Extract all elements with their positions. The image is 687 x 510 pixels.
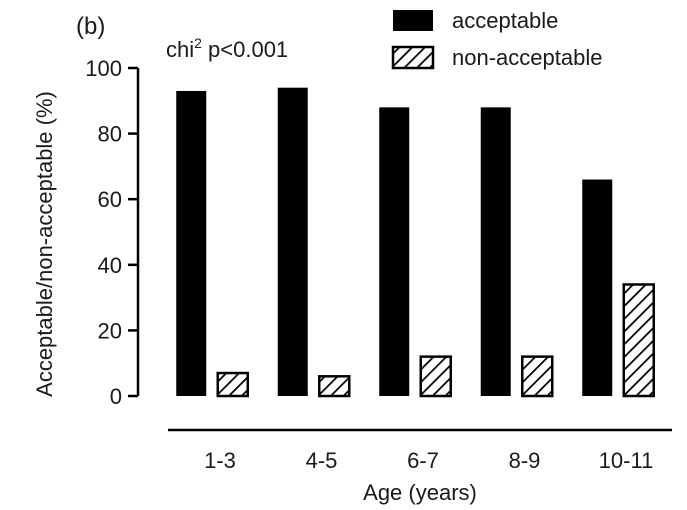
annotation-superscript: 2 — [194, 35, 202, 51]
bar-non-acceptable-10-11 — [622, 283, 655, 398]
x-tick-label: 4-5 — [306, 448, 338, 473]
y-tick-label: 80 — [98, 122, 122, 147]
chi-square-annotation: chi2 p<0.001 — [166, 35, 288, 62]
y-tick-label: 0 — [110, 384, 122, 409]
legend-swatch-non-acceptable — [391, 45, 435, 70]
bar-non-acceptable-8-9 — [521, 355, 554, 398]
y-tick-label: 60 — [98, 187, 122, 212]
legend-label-acceptable: acceptable — [452, 8, 558, 33]
y-axis-label: Acceptable/non-acceptable (%) — [32, 91, 57, 397]
x-tick-label: 6-7 — [407, 448, 439, 473]
y-tick-label: 100 — [85, 56, 122, 81]
bar-acceptable-4-5 — [277, 87, 308, 397]
legend-swatch-acceptable — [393, 10, 433, 31]
bar-acceptable-1-3 — [176, 90, 207, 397]
panel-label: (b) — [76, 13, 105, 40]
legend: acceptable non-acceptable — [391, 8, 602, 70]
bar-non-acceptable-4-5 — [318, 375, 351, 398]
bar-non-acceptable-1-3 — [216, 371, 249, 398]
x-tick-label: 8-9 — [509, 448, 541, 473]
annotation-suffix: p<0.001 — [202, 37, 288, 62]
y-tick-label: 40 — [98, 253, 122, 278]
bar-acceptable-8-9 — [480, 107, 511, 397]
x-axis-label: Age (years) — [363, 480, 477, 505]
bar-non-acceptable-6-7 — [419, 355, 452, 398]
legend-label-non-acceptable: non-acceptable — [452, 45, 602, 70]
x-tick-labels: 1-3 4-5 6-7 8-9 10-11 — [204, 448, 653, 473]
bars — [176, 87, 655, 398]
annotation-prefix: chi — [166, 37, 194, 62]
y-tick-label: 20 — [98, 318, 122, 343]
y-ticks: 0 20 40 60 80 100 — [85, 56, 138, 409]
x-tick-label: 1-3 — [204, 448, 236, 473]
x-tick-label: 10-11 — [599, 448, 654, 473]
bar-acceptable-10-11 — [582, 179, 613, 396]
bar-acceptable-6-7 — [379, 107, 410, 397]
